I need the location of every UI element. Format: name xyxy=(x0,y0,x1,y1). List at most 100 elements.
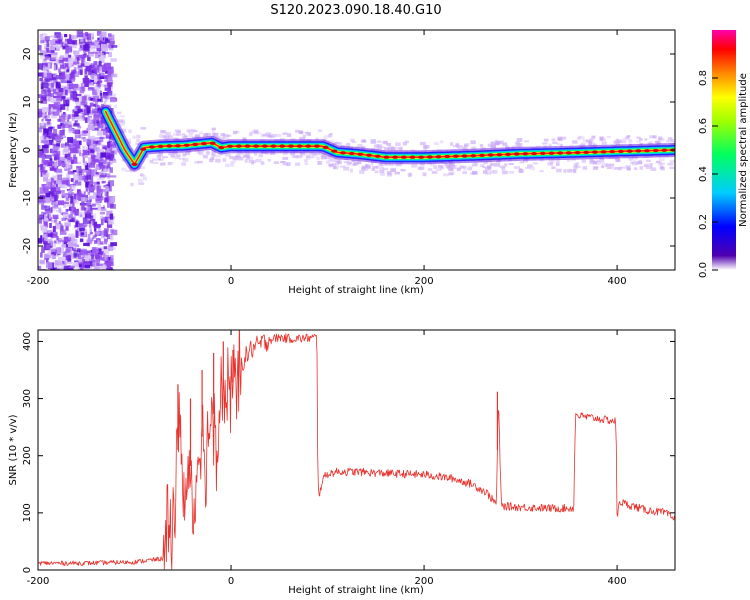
noise-cell xyxy=(109,34,115,41)
noise-cell xyxy=(88,42,96,46)
noise-cell xyxy=(93,159,99,163)
noise-cell xyxy=(85,184,88,192)
halo-cell xyxy=(398,147,403,151)
halo-cell xyxy=(362,165,366,169)
noise-cell xyxy=(71,69,75,74)
noise-cell xyxy=(85,250,90,254)
noise-cell xyxy=(38,94,43,97)
noise-cell xyxy=(100,173,104,176)
halo-cell xyxy=(571,158,576,162)
noise-cell xyxy=(79,69,83,75)
noise-cell xyxy=(67,180,70,187)
noise-cell xyxy=(44,154,52,159)
noise-cell xyxy=(45,236,49,242)
halo-cell xyxy=(215,154,222,158)
noise-cell xyxy=(54,91,60,95)
ridge-peak xyxy=(287,144,294,148)
noise-cell xyxy=(106,256,111,261)
noise-cell xyxy=(103,238,108,243)
noise-cell xyxy=(79,227,85,232)
noise-cell xyxy=(73,83,79,89)
noise-cell xyxy=(104,241,108,245)
snr-y-ticks: 0 100 200 300 400 xyxy=(22,332,675,573)
noise-cell xyxy=(84,255,90,261)
halo-cell xyxy=(209,158,214,163)
noise-cell xyxy=(38,218,42,224)
ridge-peak xyxy=(565,151,572,155)
noise-cell xyxy=(96,178,104,181)
ridge-peak xyxy=(557,151,564,155)
halo-cell xyxy=(556,142,561,146)
figure-title: S120.2023.090.18.40.G10 xyxy=(270,3,441,18)
noise-cell xyxy=(109,234,114,241)
ridge-peak xyxy=(600,150,607,154)
noise-cell xyxy=(104,148,110,155)
noise-cell xyxy=(49,213,52,219)
halo-cell xyxy=(484,166,491,171)
noise-cell xyxy=(39,50,47,57)
noise-cell xyxy=(111,229,118,236)
noise-cell xyxy=(106,234,113,240)
noise-cell xyxy=(66,106,69,111)
noise-cell xyxy=(62,125,65,132)
noise-cell xyxy=(91,127,99,131)
noise-cell xyxy=(95,53,100,59)
noise-cell xyxy=(56,238,62,241)
halo-cell xyxy=(267,158,272,162)
x-tick-label: 0 xyxy=(228,276,234,287)
noise-cell xyxy=(82,138,89,142)
noise-cell xyxy=(93,192,100,196)
halo-cell xyxy=(199,131,203,135)
noise-cell xyxy=(75,93,82,97)
noise-cell xyxy=(111,45,118,48)
noise-cell xyxy=(58,256,66,262)
halo-cell xyxy=(494,139,498,144)
halo-cell xyxy=(351,141,357,144)
halo-cell xyxy=(299,155,304,158)
halo-cell xyxy=(189,133,193,138)
noise-cell xyxy=(65,197,69,201)
noise-cell xyxy=(75,221,79,228)
halo-cell xyxy=(122,128,127,133)
noise-cell xyxy=(65,224,69,231)
halo-cell xyxy=(606,167,613,170)
halo-cell xyxy=(462,171,467,175)
halo-cell xyxy=(652,135,656,139)
noise-cell xyxy=(49,158,53,162)
noise-cell xyxy=(60,225,64,232)
halo-cell xyxy=(244,158,248,163)
halo-cell xyxy=(422,172,427,177)
halo-cell xyxy=(470,140,476,145)
noise-cell xyxy=(96,152,102,160)
halo-cell xyxy=(160,161,166,165)
halo-cell xyxy=(523,140,529,143)
noise-cell xyxy=(47,239,53,246)
ridge-peak xyxy=(496,153,503,157)
noise-cell xyxy=(99,33,104,41)
noise-cell xyxy=(105,261,113,265)
halo-cell xyxy=(669,166,675,170)
halo-cell xyxy=(181,162,187,166)
noise-cell xyxy=(57,252,61,256)
halo-cell xyxy=(211,127,216,131)
ridge-peak xyxy=(661,148,668,152)
halo-cell xyxy=(617,139,623,143)
noise-cell xyxy=(61,193,69,198)
noise-cell xyxy=(44,205,51,211)
noise-cell xyxy=(98,189,106,192)
ridge-peak xyxy=(296,144,303,148)
noise-cell xyxy=(49,222,52,229)
noise-cell xyxy=(89,81,94,86)
halo-cell xyxy=(107,95,111,100)
noise-cell xyxy=(74,262,79,267)
halo-cell xyxy=(338,142,342,145)
ridge-peak xyxy=(157,144,164,148)
noise-cell xyxy=(109,203,116,209)
halo-cell xyxy=(377,146,382,150)
halo-cell xyxy=(609,163,615,167)
noise-cell xyxy=(72,219,79,222)
noise-cell xyxy=(38,44,42,51)
halo-cell xyxy=(266,134,271,138)
halo-cell xyxy=(457,167,462,170)
noise-cell xyxy=(69,35,72,41)
